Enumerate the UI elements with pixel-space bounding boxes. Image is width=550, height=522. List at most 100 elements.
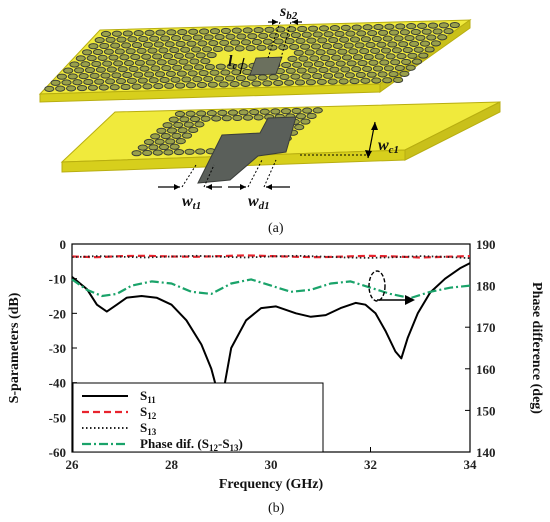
- via-hole: [315, 49, 326, 56]
- phase-annotation-ellipse: [368, 270, 386, 302]
- series-line-s12: [71, 254, 471, 259]
- via-hole: [95, 66, 107, 73]
- via-hole: [395, 23, 406, 30]
- via-hole: [207, 81, 218, 88]
- via-hole: [144, 29, 155, 36]
- via-hole: [106, 66, 117, 73]
- via-hole: [246, 74, 257, 81]
- via-hole: [432, 28, 443, 35]
- via-hole: [98, 84, 109, 91]
- via-hole: [201, 46, 213, 53]
- via-hole: [200, 115, 211, 122]
- y-tick-label: -20: [49, 306, 66, 321]
- via-hole: [426, 34, 437, 41]
- via-hole: [184, 148, 195, 155]
- via-hole: [382, 77, 393, 84]
- via-hole: [411, 58, 423, 65]
- via-hole: [284, 79, 295, 86]
- via-hole: [321, 43, 332, 50]
- via-hole: [176, 70, 187, 77]
- via-hole: [194, 121, 205, 128]
- via-hole: [238, 109, 249, 116]
- series-layer: [71, 254, 471, 398]
- via-hole: [240, 39, 252, 46]
- via-hole: [345, 30, 356, 37]
- via-hole: [289, 43, 300, 51]
- via-hole: [169, 143, 180, 150]
- via-hole: [398, 41, 409, 48]
- via-hole: [251, 80, 262, 87]
- via-hole: [78, 73, 89, 80]
- via-hole: [305, 79, 316, 86]
- svg-text:wt1: wt1: [182, 193, 201, 212]
- via-hole: [133, 30, 144, 37]
- via-hole: [87, 84, 99, 91]
- via-hole: [181, 34, 192, 41]
- via-hole: [111, 72, 122, 79]
- via-hole: [208, 40, 219, 47]
- via-hole: [302, 61, 314, 68]
- via-hole: [281, 61, 292, 69]
- via-hole: [220, 27, 231, 35]
- via-hole: [186, 40, 197, 47]
- via-hole: [173, 52, 184, 59]
- via-hole: [291, 107, 302, 115]
- via-hole: [396, 53, 407, 60]
- via-hole: [155, 29, 166, 36]
- via-hole: [331, 54, 342, 61]
- via-hole: [131, 150, 142, 157]
- via-hole: [262, 38, 273, 45]
- via-hole: [111, 30, 123, 37]
- via-hole: [317, 37, 328, 44]
- via-hole: [399, 29, 410, 36]
- via-hole: [280, 108, 292, 115]
- x-tick-label: 32: [364, 457, 377, 472]
- via-hole: [220, 69, 231, 76]
- via-hole: [333, 72, 345, 79]
- svg-text:S11: S11: [140, 388, 156, 405]
- via-hole: [120, 83, 131, 91]
- via-hole: [167, 58, 178, 66]
- via-hole: [284, 38, 295, 45]
- via-hole: [166, 127, 178, 134]
- via-hole: [174, 110, 186, 118]
- via-hole: [388, 29, 400, 36]
- via-hole: [417, 22, 428, 29]
- via-hole: [371, 35, 382, 43]
- via-hole: [449, 21, 460, 29]
- svg-text:S12: S12: [140, 404, 157, 421]
- via-hole: [340, 66, 351, 73]
- via-hole: [226, 63, 237, 70]
- via-hole: [175, 138, 186, 145]
- via-hole: [183, 64, 194, 71]
- via-hole: [154, 138, 165, 145]
- via-hole: [184, 52, 195, 59]
- via-hole: [310, 43, 322, 50]
- via-hole: [189, 115, 201, 123]
- via-hole: [89, 72, 100, 79]
- via-hole: [343, 42, 354, 49]
- via-hole: [406, 23, 417, 30]
- legend-item-phase: Phase dif. (S12-S13): [82, 436, 243, 453]
- via-hole: [122, 30, 133, 37]
- via-hole: [323, 31, 334, 38]
- via-hole: [340, 24, 351, 31]
- via-hole: [142, 41, 153, 48]
- via-hole: [327, 78, 338, 85]
- y2-axis-title: Phase difference (deg): [529, 282, 544, 414]
- via-hole: [209, 69, 220, 76]
- via-hole: [134, 59, 145, 66]
- dimension-wt1: wt1: [158, 164, 222, 212]
- via-hole: [215, 63, 226, 70]
- series-line-phase-difference: [71, 278, 471, 300]
- via-hole: [387, 41, 398, 48]
- via-hole: [269, 32, 280, 39]
- via-hole: [154, 71, 166, 78]
- feed-network: [197, 116, 297, 184]
- via-hole: [256, 44, 267, 51]
- via-hole: [74, 67, 85, 74]
- via-hole: [318, 66, 329, 74]
- via-hole: [97, 54, 108, 61]
- via-hole: [235, 74, 246, 82]
- via-hole: [131, 41, 143, 49]
